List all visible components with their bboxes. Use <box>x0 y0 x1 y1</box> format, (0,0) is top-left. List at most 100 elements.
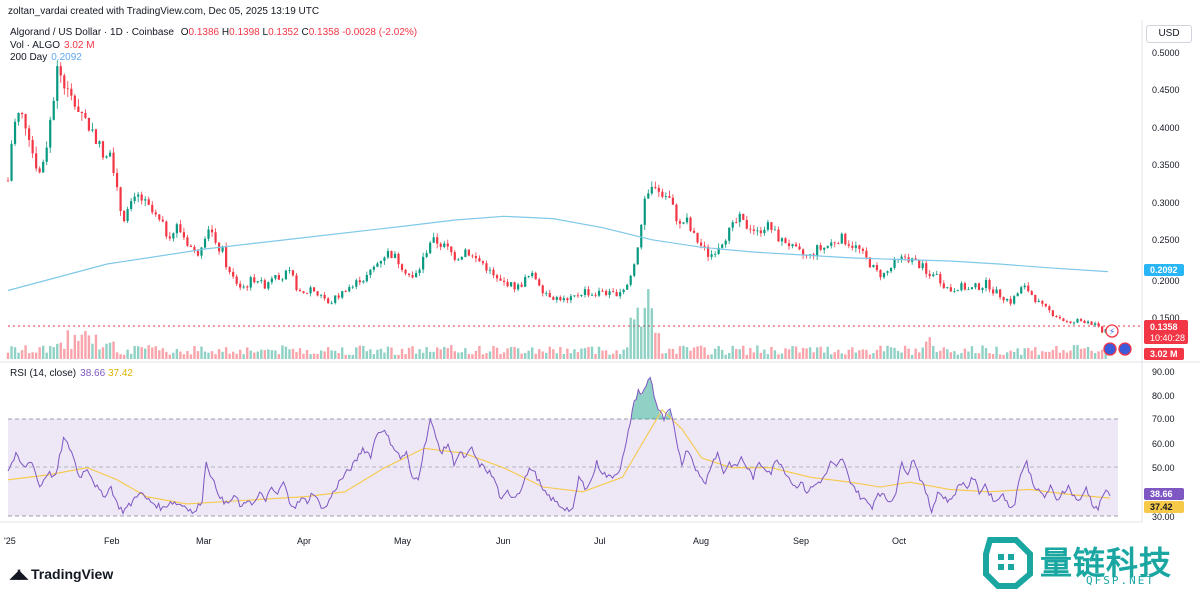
candle-body <box>840 233 843 244</box>
candle-body <box>833 242 836 244</box>
candle-body <box>478 258 481 262</box>
volume-bar <box>214 354 217 359</box>
volume-bar <box>548 346 551 359</box>
candle-body <box>960 283 963 291</box>
volume-bar <box>991 353 995 359</box>
candle-body <box>344 291 347 292</box>
volume-bar <box>861 349 865 359</box>
volume-bar <box>474 350 478 359</box>
volume-bar <box>699 345 703 359</box>
volume-bar <box>56 343 59 359</box>
candle-body <box>647 193 650 199</box>
volume-bar <box>1023 348 1026 359</box>
candle-body <box>52 100 55 120</box>
tradingview-logo[interactable]: ◢◣ TradingView <box>10 566 113 582</box>
volume-bar <box>984 348 988 359</box>
candle-body <box>671 197 675 205</box>
ma-value: 0.2092 <box>51 52 82 63</box>
candle-body <box>608 291 611 295</box>
volume-bar <box>805 348 808 359</box>
candle-body <box>594 294 597 296</box>
volume-bar <box>1012 351 1016 359</box>
candle-body <box>302 291 305 293</box>
candle-body <box>288 270 291 272</box>
volume-bar <box>471 354 474 359</box>
volume-bar <box>643 307 646 359</box>
candle-body <box>239 283 242 288</box>
candle-body <box>253 277 256 283</box>
candle-body <box>756 230 759 232</box>
candle-body <box>689 217 692 231</box>
candle-body <box>1027 285 1030 292</box>
volume-label[interactable]: Vol · ALGO <box>10 40 61 51</box>
candle-body <box>1023 285 1026 288</box>
candle-body <box>56 66 59 101</box>
candle-body <box>281 279 284 281</box>
candle-body <box>91 129 94 131</box>
volume-value: 3.02 M <box>64 40 95 51</box>
volume-bar <box>333 350 337 359</box>
volume-bar <box>844 354 847 359</box>
candle-body <box>151 204 154 213</box>
rsi-tick: 30.00 <box>1152 512 1175 522</box>
volume-bar <box>949 352 953 359</box>
volume-bar <box>516 348 520 359</box>
candle-body <box>122 211 126 222</box>
volume-bar <box>777 354 780 359</box>
volume-bar <box>460 352 464 359</box>
candle-body <box>1083 320 1086 324</box>
candle-body <box>112 152 115 174</box>
volume-bar <box>400 348 404 359</box>
candle-body <box>612 291 615 293</box>
volume-bar <box>203 351 207 359</box>
rsi-label[interactable]: RSI (14, close) <box>10 368 77 379</box>
candle-body <box>263 280 266 289</box>
volume-bar <box>953 351 956 359</box>
volume-bar <box>562 354 566 359</box>
price-tick: 0.3000 <box>1152 198 1180 208</box>
time-label: Oct <box>892 536 907 546</box>
candle-body <box>661 191 664 197</box>
symbol-name[interactable]: Algorand / US Dollar · 1D · Coinbase <box>10 27 174 38</box>
volume-bar <box>664 353 668 359</box>
ma-label[interactable]: 200 Day <box>10 52 48 63</box>
candle-body <box>991 289 995 294</box>
candle-body <box>355 280 358 287</box>
volume-bar <box>749 348 752 359</box>
volume-bar <box>650 308 654 359</box>
candle-body <box>601 290 604 292</box>
volume-bar <box>1037 354 1040 359</box>
volume-bar <box>530 347 534 359</box>
volume-bar <box>534 353 537 359</box>
candle-body <box>643 198 646 225</box>
candle-body <box>256 281 259 283</box>
volume-bar <box>728 352 731 359</box>
volume-bar <box>246 347 249 359</box>
candle-body <box>685 217 689 223</box>
volume-bar <box>1065 352 1069 359</box>
rsi-value: 38.66 <box>80 368 106 379</box>
volume-bar <box>682 345 685 359</box>
volume-bar <box>830 354 833 359</box>
candle-body <box>232 272 235 277</box>
candle-body <box>918 260 921 269</box>
candle-body <box>699 242 703 246</box>
candle-body <box>710 254 713 257</box>
candle-body <box>552 297 555 300</box>
time-label: Sep <box>793 536 809 546</box>
candle-body <box>186 237 189 246</box>
candle-body <box>1101 326 1104 333</box>
volume-bar <box>383 352 386 359</box>
volume-bar <box>175 349 179 359</box>
volume-bar <box>478 345 481 359</box>
volume-bar <box>671 348 675 359</box>
volume-bar <box>337 352 340 359</box>
candle-body <box>341 291 344 298</box>
volume-bar <box>365 351 369 359</box>
candle-body <box>77 106 80 113</box>
low-label: L <box>262 27 269 38</box>
volume-bar <box>274 350 277 359</box>
currency-button[interactable]: USD <box>1146 25 1192 43</box>
candle-body <box>541 285 544 294</box>
